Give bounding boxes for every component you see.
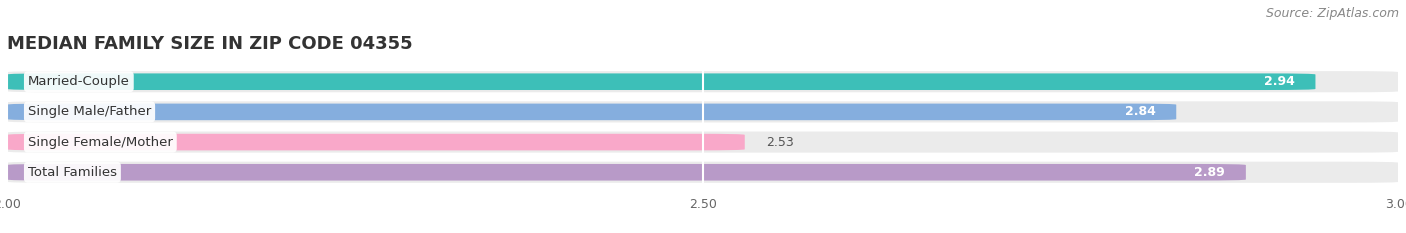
Text: Source: ZipAtlas.com: Source: ZipAtlas.com [1265, 7, 1399, 20]
FancyBboxPatch shape [7, 134, 745, 150]
Text: 2.84: 2.84 [1125, 105, 1156, 118]
Text: Total Families: Total Families [28, 166, 117, 179]
Text: 2.94: 2.94 [1264, 75, 1295, 88]
Text: MEDIAN FAMILY SIZE IN ZIP CODE 04355: MEDIAN FAMILY SIZE IN ZIP CODE 04355 [7, 35, 412, 53]
Text: Single Male/Father: Single Male/Father [28, 105, 152, 118]
FancyBboxPatch shape [7, 101, 1399, 123]
FancyBboxPatch shape [7, 131, 1399, 153]
Text: 2.89: 2.89 [1194, 166, 1225, 179]
FancyBboxPatch shape [7, 73, 1316, 90]
FancyBboxPatch shape [7, 164, 1246, 181]
FancyBboxPatch shape [7, 104, 1177, 120]
Text: 2.53: 2.53 [766, 136, 793, 149]
Text: Single Female/Mother: Single Female/Mother [28, 136, 173, 149]
FancyBboxPatch shape [7, 162, 1399, 183]
FancyBboxPatch shape [7, 71, 1399, 92]
Text: Married-Couple: Married-Couple [28, 75, 129, 88]
